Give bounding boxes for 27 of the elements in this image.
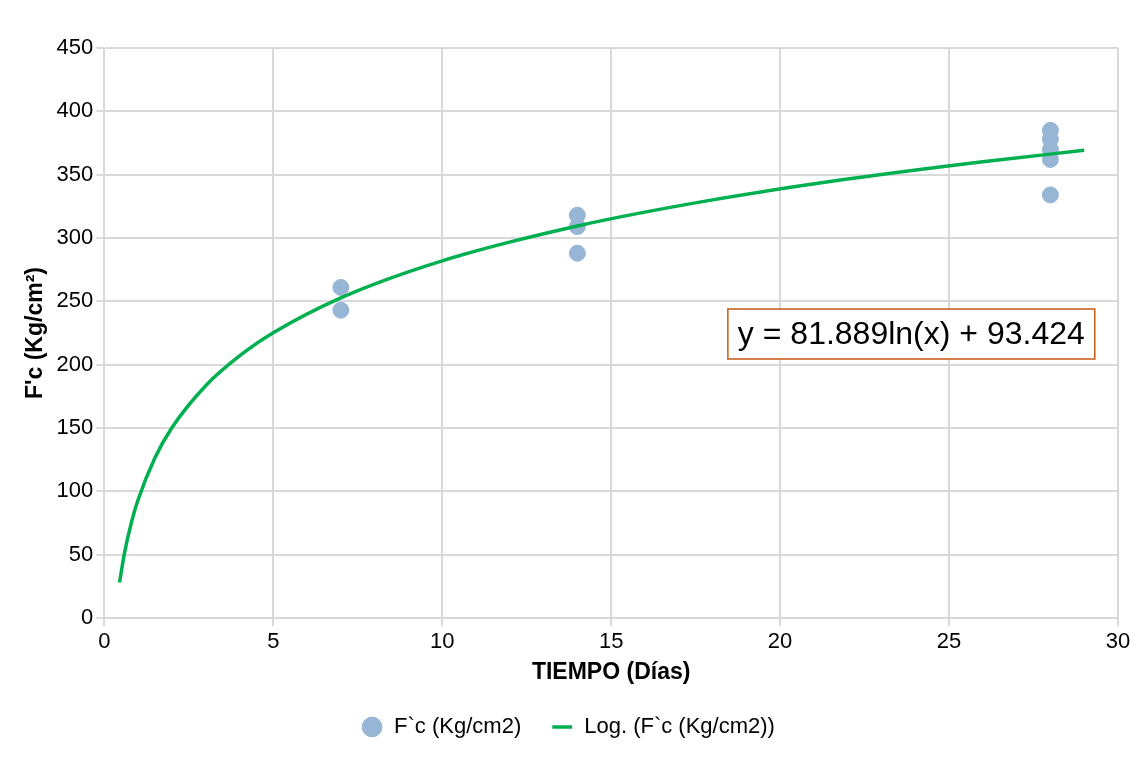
x-tick-label: 10 [429, 628, 455, 654]
point [568, 244, 586, 262]
point [1041, 186, 1059, 204]
y-tick-label: 300 [56, 224, 94, 250]
x-tick-label: 30 [1105, 628, 1131, 654]
x-tick-label: 20 [767, 628, 793, 654]
point [332, 278, 350, 296]
y-tick-label: 450 [56, 34, 94, 60]
y-tick-label: 400 [56, 97, 94, 123]
y-tick-label: 50 [68, 540, 94, 566]
legend-label: Log. (F`c (Kg/cm2)) [584, 713, 775, 739]
y-tick-label: 150 [56, 414, 94, 440]
y-axis-title: F'c (Kg/cm²) [21, 267, 48, 399]
legend-label: F`c (Kg/cm2) [394, 713, 522, 739]
line-series [117, 148, 1086, 585]
x-tick-label: 15 [598, 628, 624, 654]
x-tick-label: 5 [267, 628, 280, 654]
y-tick-label: 350 [56, 160, 94, 186]
x-tick-label: 0 [98, 628, 111, 654]
annotation: y = 81.889ln(x) + 93.424 [737, 314, 1085, 351]
y-tick-label: 100 [56, 477, 94, 503]
y-tick-label: 200 [56, 350, 94, 376]
point [332, 301, 350, 319]
x-tick-label: 25 [936, 628, 962, 654]
y-tick-label: 0 [81, 604, 94, 630]
y-tick-label: 250 [56, 287, 94, 313]
x-axis-title: TIEMPO (Días) [531, 657, 691, 684]
